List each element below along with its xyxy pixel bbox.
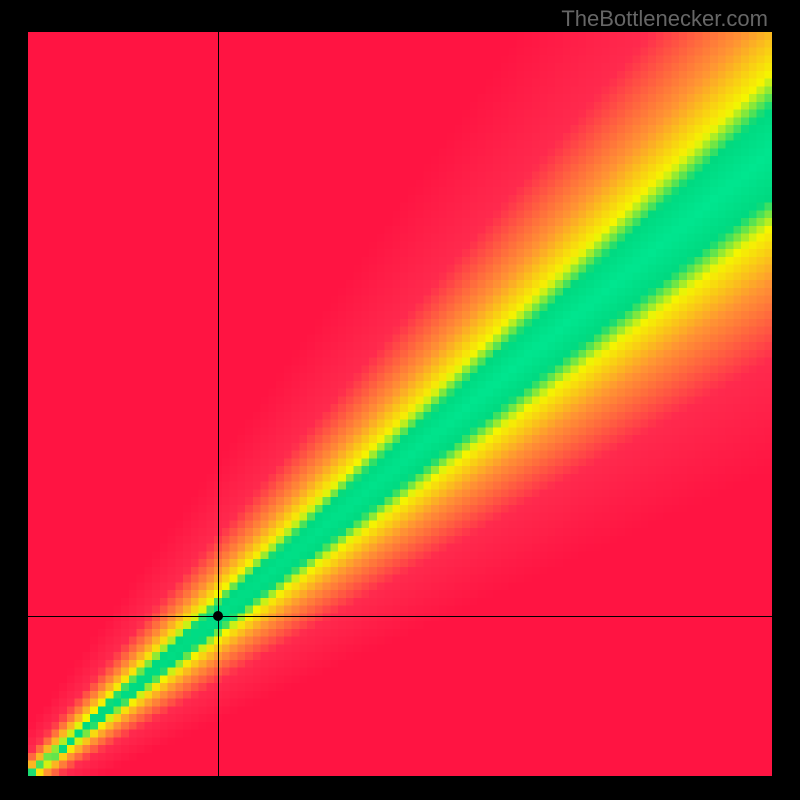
crosshair-horizontal (28, 616, 772, 617)
heatmap-canvas (28, 32, 772, 776)
crosshair-vertical (218, 32, 219, 776)
crosshair-marker (213, 611, 223, 621)
heatmap-plot (28, 32, 772, 776)
watermark-text: TheBottlenecker.com (561, 6, 768, 32)
image-container: TheBottlenecker.com (0, 0, 800, 800)
